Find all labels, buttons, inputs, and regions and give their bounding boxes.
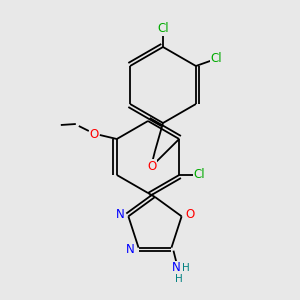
Text: Cl: Cl bbox=[210, 52, 222, 64]
Text: O: O bbox=[147, 160, 157, 172]
Text: N: N bbox=[172, 261, 181, 274]
Text: N: N bbox=[116, 208, 125, 221]
Text: O: O bbox=[185, 208, 194, 221]
Text: H: H bbox=[182, 263, 189, 273]
Text: H: H bbox=[175, 274, 182, 284]
Text: Cl: Cl bbox=[157, 22, 169, 35]
Text: O: O bbox=[89, 128, 98, 140]
Text: N: N bbox=[126, 243, 135, 256]
Text: Cl: Cl bbox=[194, 169, 205, 182]
